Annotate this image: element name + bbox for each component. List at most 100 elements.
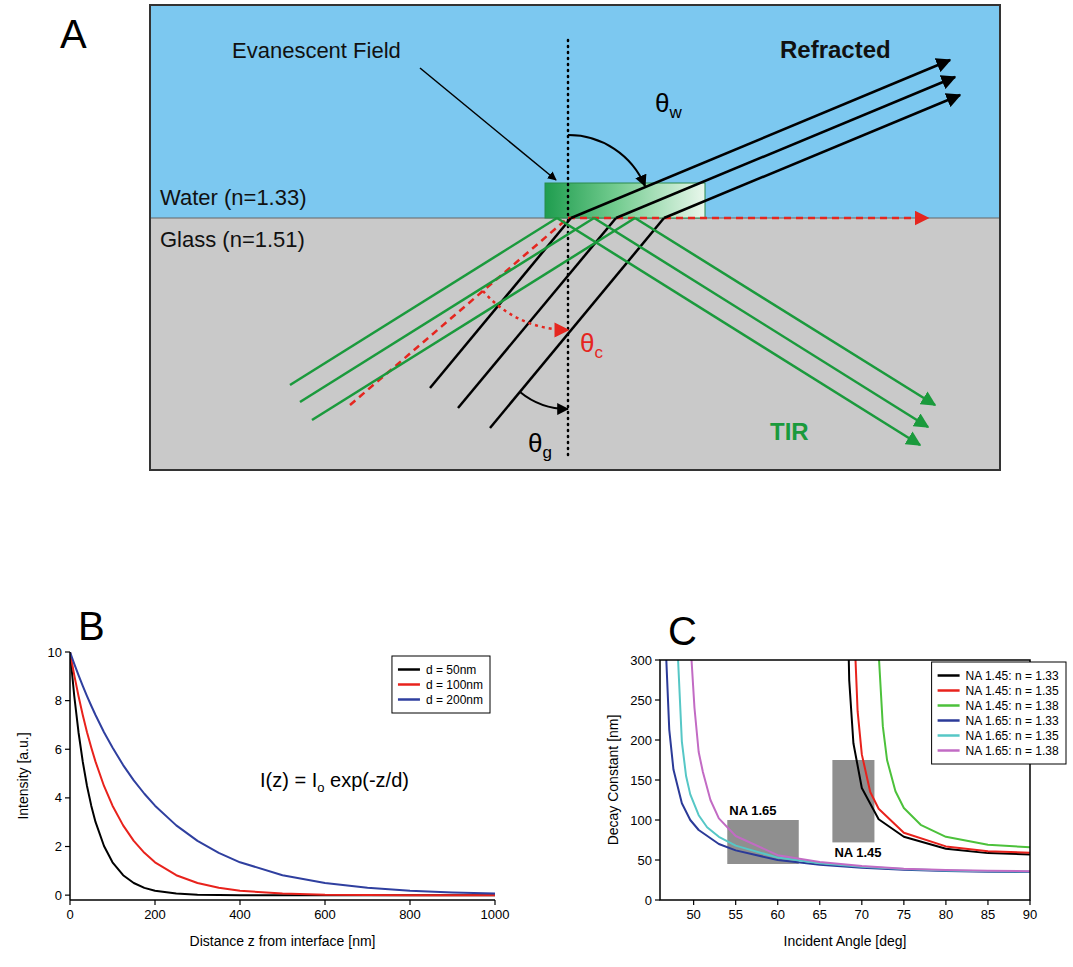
y-tick <box>655 859 660 860</box>
label: Evanescent Field <box>232 38 401 63</box>
legend-swatch <box>938 749 960 752</box>
legend-label: d = 200nm <box>426 693 483 707</box>
legend: d = 50nmd = 100nmd = 200nm <box>392 656 490 713</box>
legend-label: d = 50nm <box>426 663 476 677</box>
x-axis-title: Incident Angle [deg] <box>784 933 907 949</box>
angle-symbol: θ <box>528 428 542 458</box>
x-tick <box>324 900 325 905</box>
legend-swatch <box>398 698 420 701</box>
x-tick-label: 800 <box>399 907 421 922</box>
chart: B020040060080010000246810Distance z from… <box>15 604 509 949</box>
y-tick-label: 8 <box>55 693 62 708</box>
legend-label: NA 1.65: n = 1.35 <box>966 729 1059 743</box>
tir-incident-ray <box>290 218 557 385</box>
legend-label: NA 1.45: n = 1.35 <box>966 684 1059 698</box>
x-tick <box>494 900 495 905</box>
y-tick-label: 50 <box>638 853 652 868</box>
y-tick <box>65 797 70 798</box>
label: Glass (n=1.51) <box>160 227 305 252</box>
y-tick-label: 300 <box>630 653 652 668</box>
legend-label: NA 1.45: n = 1.33 <box>966 669 1059 683</box>
panel-letter: B <box>78 604 105 648</box>
x-tick <box>987 900 988 905</box>
refracted-ray <box>664 95 960 218</box>
y-tick <box>65 749 70 750</box>
angle-label: θg <box>528 428 552 462</box>
region-label: NA 1.45 <box>834 845 881 860</box>
angle-arc <box>520 392 568 409</box>
x-tick-label: 75 <box>897 907 911 922</box>
chart: C505560657075808590050100150200250300Inc… <box>605 609 1066 949</box>
legend-swatch <box>398 683 420 686</box>
y-tick-label: 10 <box>48 645 62 660</box>
x-tick-label: 60 <box>770 907 784 922</box>
y-tick <box>65 700 70 701</box>
x-tick-label: 80 <box>939 907 953 922</box>
series-line <box>70 652 495 893</box>
angle-subscript: c <box>594 343 603 362</box>
y-tick <box>65 651 70 652</box>
y-tick-label: 2 <box>55 839 62 854</box>
legend-label: NA 1.45: n = 1.38 <box>966 699 1059 713</box>
y-tick <box>655 779 660 780</box>
refracted-ray <box>616 77 955 218</box>
x-tick <box>861 900 862 905</box>
x-tick <box>409 900 410 905</box>
figure: AEvanescent FieldWater (n=1.33)Glass (n=… <box>0 0 1073 967</box>
legend-label: d = 100nm <box>426 678 483 692</box>
annotation-part: exp(-z/d) <box>324 769 408 791</box>
x-tick-label: 90 <box>1023 907 1037 922</box>
annotation-part: o <box>317 780 324 795</box>
y-axis-title: Decay Constant [nm] <box>605 715 621 846</box>
x-axis-title: Distance z from interface [nm] <box>190 933 376 949</box>
legend-box <box>392 656 490 713</box>
y-tick-label: 4 <box>55 790 62 805</box>
label: Water (n=1.33) <box>160 185 307 210</box>
region-label: NA 1.65 <box>729 803 776 818</box>
x-tick <box>69 900 70 905</box>
angle-label: θw <box>655 88 682 122</box>
frame <box>150 5 1000 470</box>
plot-data <box>70 652 495 895</box>
incident-ray <box>490 218 664 428</box>
panel-letter: C <box>668 609 697 653</box>
x-tick-label: 65 <box>813 907 827 922</box>
y-axis-title: Intensity [a.u.] <box>15 732 31 819</box>
label: Refracted <box>780 36 891 63</box>
series-line <box>70 652 495 895</box>
legend: NA 1.45: n = 1.33NA 1.45: n = 1.35NA 1.4… <box>932 662 1066 764</box>
x-tick-label: 70 <box>855 907 869 922</box>
y-tick <box>655 699 660 700</box>
x-tick-label: 85 <box>981 907 995 922</box>
x-tick <box>239 900 240 905</box>
legend-swatch <box>398 668 420 671</box>
y-tick <box>65 895 70 896</box>
angle-subscript: g <box>542 443 551 462</box>
legend-label: NA 1.65: n = 1.33 <box>966 714 1059 728</box>
angle-subscript: w <box>668 103 682 122</box>
y-tick-label: 0 <box>55 888 62 903</box>
x-tick-label: 0 <box>66 907 73 922</box>
tir-reflected-ray <box>635 218 935 405</box>
annotation: I(z) = Io exp(-z/d) <box>260 769 409 795</box>
x-tick <box>693 900 694 905</box>
legend-swatch <box>938 674 960 677</box>
x-tick-label: 1000 <box>481 907 510 922</box>
page: {"diagram":{"panel":"A","evanescent_labe… <box>0 0 1073 967</box>
label: TIR <box>770 418 809 445</box>
legend-box <box>932 662 1066 764</box>
x-tick-label: 600 <box>314 907 336 922</box>
y-tick-label: 100 <box>630 813 652 828</box>
y-tick-label: 200 <box>630 733 652 748</box>
legend-label: NA 1.65: n = 1.38 <box>966 744 1059 758</box>
x-tick-label: 50 <box>686 907 700 922</box>
tir-reflected-ray <box>594 218 928 427</box>
tir-incident-ray <box>312 218 635 420</box>
angle-arc <box>568 135 645 186</box>
x-axis <box>70 899 495 901</box>
x-tick <box>945 900 946 905</box>
y-tick-label: 150 <box>630 773 652 788</box>
tir-incident-ray <box>300 218 594 402</box>
y-tick <box>655 659 660 660</box>
y-tick <box>655 899 660 900</box>
